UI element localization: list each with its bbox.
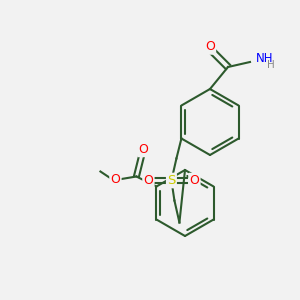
Text: H: H bbox=[267, 60, 275, 70]
Text: O: O bbox=[205, 40, 215, 53]
Text: O: O bbox=[139, 143, 148, 156]
Text: O: O bbox=[110, 173, 120, 186]
Text: O: O bbox=[190, 174, 200, 187]
Text: O: O bbox=[143, 174, 153, 187]
Text: S: S bbox=[167, 174, 176, 187]
Text: NH: NH bbox=[256, 52, 274, 65]
